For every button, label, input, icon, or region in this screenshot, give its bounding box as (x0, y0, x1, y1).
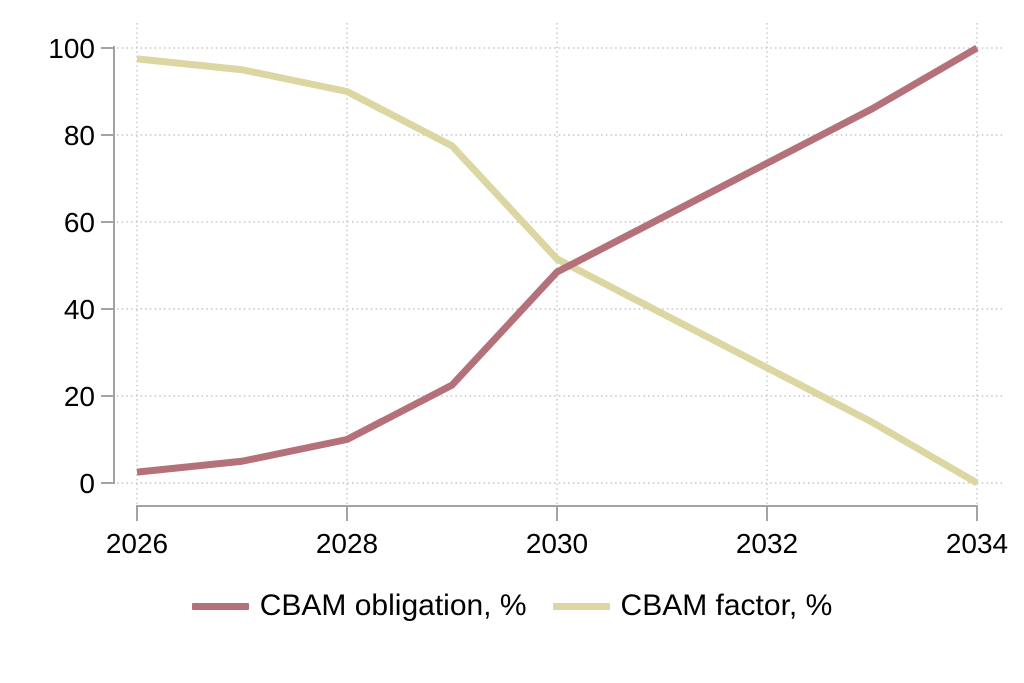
x-tick-label: 2028 (316, 528, 378, 559)
x-tick-label: 2034 (946, 528, 1008, 559)
y-tick-label: 20 (64, 381, 95, 412)
x-tick-label: 2032 (736, 528, 798, 559)
y-tick-label: 40 (64, 294, 95, 325)
legend-item-cbam-obligation: CBAM obligation, % (191, 589, 527, 623)
legend-swatch-cbam-factor (552, 602, 610, 610)
legend-label-cbam-obligation: CBAM obligation, % (259, 589, 527, 622)
y-tick-label: 60 (64, 207, 95, 238)
legend-swatch-cbam-obligation (191, 602, 249, 610)
x-tick-label: 2030 (526, 528, 588, 559)
y-tick-label: 0 (79, 468, 95, 499)
legend-label-cbam-factor: CBAM factor, % (620, 589, 833, 622)
legend-item-cbam-factor: CBAM factor, % (552, 589, 833, 623)
series-line-cbam-factor (136, 55, 979, 487)
y-tick-label: 100 (48, 33, 95, 64)
y-tick-label: 80 (64, 120, 95, 151)
series-line-cbam-obligation (136, 44, 979, 476)
x-tick-label: 2026 (106, 528, 168, 559)
chart-legend: CBAM obligation, % CBAM factor, % (0, 589, 1024, 623)
line-chart: 2026 2028 2030 2032 2034 0 20 40 60 80 100 (48, 23, 1008, 559)
